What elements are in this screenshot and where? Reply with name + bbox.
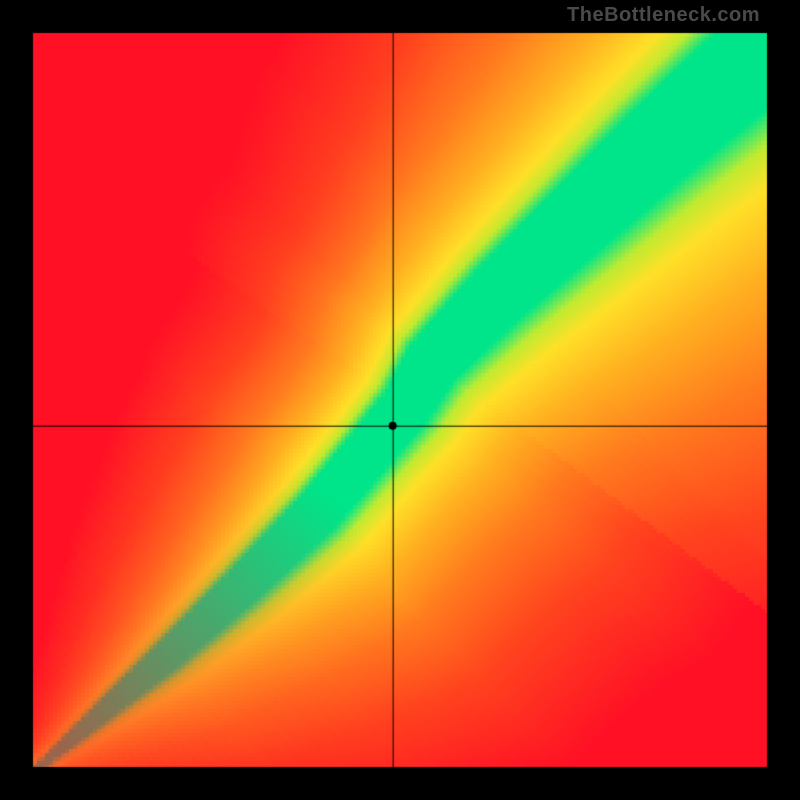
chart-container: TheBottleneck.com <box>0 0 800 800</box>
watermark-text: TheBottleneck.com <box>567 4 760 27</box>
bottleneck-heatmap <box>0 0 800 800</box>
